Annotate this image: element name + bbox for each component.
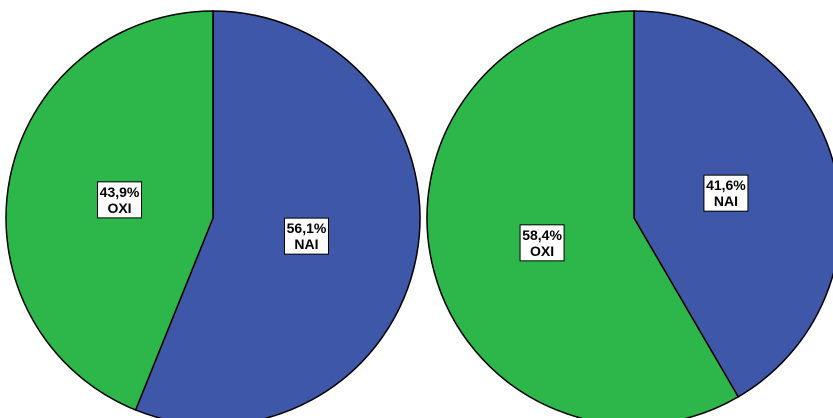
slice-percent-label: 58,4% [522,227,562,243]
slice-category-label: OXI [530,243,554,259]
slice-category-label: NAI [714,193,738,209]
slice-percent-label: 41,6% [706,177,746,193]
pie-slice-nai [134,10,421,418]
pie-slice-oxi [426,10,740,418]
slice-label-nai: 56,1%NAI [283,217,329,255]
pie-chart-1: 56,1%NAI 43,9%OXI [5,10,421,418]
slice-label-box [703,174,749,212]
slice-category-label: OXI [107,200,131,216]
slice-category-label: NAI [294,236,318,252]
slice-label-oxi: 58,4%OXI [519,224,565,262]
slice-label-box [519,224,565,262]
slice-label-box [97,181,143,219]
slice-label-oxi: 43,9%OXI [97,181,143,219]
slice-label-box [283,217,329,255]
pie-chart-2: 41,6%NAI 58,4%OXI [426,10,833,418]
slice-label-nai: 41,6%NAI [703,174,749,212]
slice-percent-label: 56,1% [287,220,327,236]
slice-percent-label: 43,9% [100,184,140,200]
